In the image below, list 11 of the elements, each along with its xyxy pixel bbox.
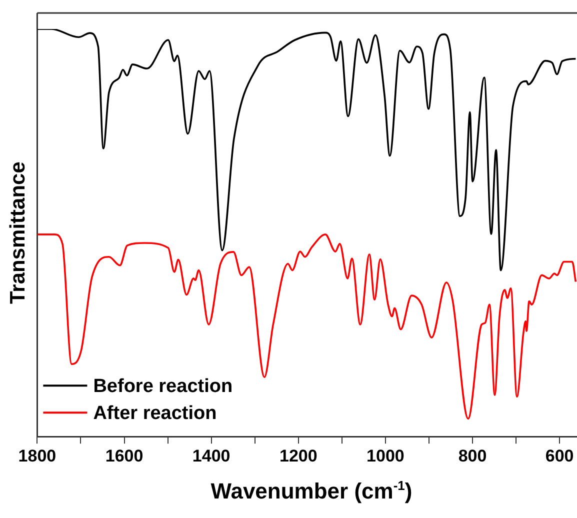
legend-label: After reaction bbox=[93, 402, 217, 424]
x-tick-label: 600 bbox=[545, 446, 574, 466]
x-tick-label: 1600 bbox=[105, 446, 144, 466]
x-tick-label: 800 bbox=[458, 446, 487, 466]
x-tick-label: 1800 bbox=[18, 446, 56, 466]
y-axis-title: Transmittance bbox=[6, 162, 30, 304]
x-axis-title: Wavenumber (cm$^{-1}$) bbox=[210, 478, 414, 504]
x-tick-label: 1000 bbox=[366, 446, 404, 466]
x-tick-label: 1400 bbox=[192, 446, 230, 466]
x-tick-label: 1200 bbox=[279, 446, 318, 466]
legend-label: Before reaction bbox=[93, 376, 233, 397]
